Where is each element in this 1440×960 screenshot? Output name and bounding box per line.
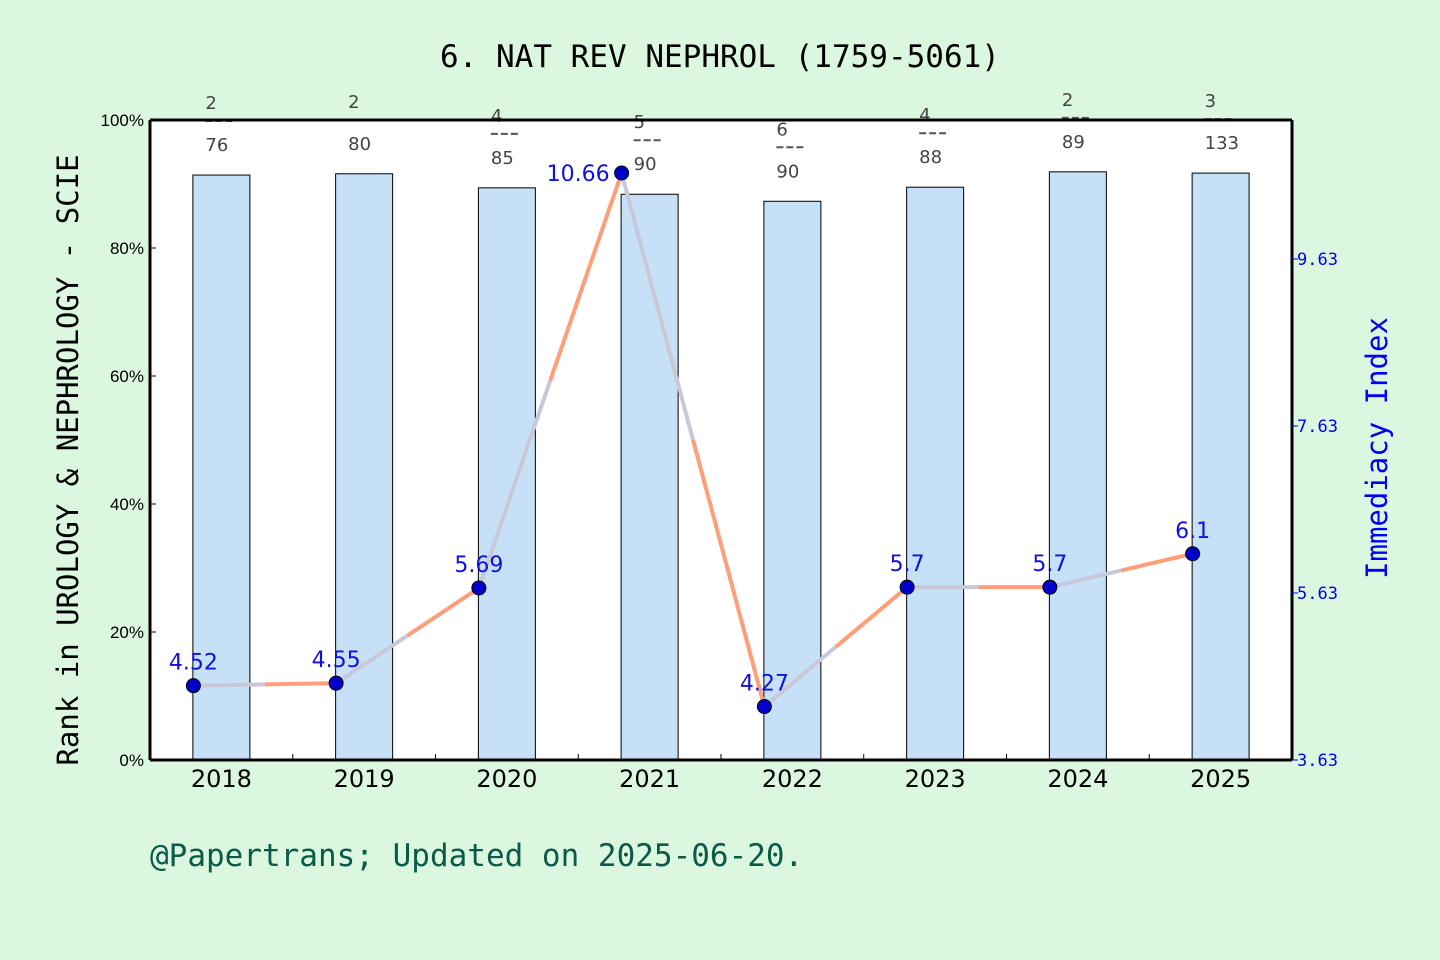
value-label-2018: 4.52 [169,651,218,676]
point-2023 [899,579,915,595]
line-segment [1120,551,1194,573]
x-tick-2020: 2020 [476,765,537,793]
value-label-2025: 6.1 [1175,519,1210,544]
rank-total-2021: 90 [634,154,657,175]
value-label-2019: 4.55 [312,648,361,673]
rank-label-2022: 6 [776,119,787,140]
bar-2020 [477,187,536,761]
rank-total-2022: 90 [776,161,799,182]
value-label-2022: 4.27 [740,672,789,697]
y2-tick-label: 9.63 [1297,250,1338,270]
line-segment [763,645,838,709]
line-segment [476,379,553,589]
point-2022 [756,699,772,715]
chart-title: 6. NAT REV NEPHROL (1759-5061) [440,39,1000,75]
y-tick-label: 0% [119,751,144,770]
bar-2021 [620,193,679,761]
point-2024 [1042,579,1058,595]
y2-tick-label: 7.63 [1297,417,1338,437]
y-tick-label: 100% [101,111,144,130]
line-segment [406,586,480,638]
x-tick-2025: 2025 [1190,765,1251,793]
value-label-2023: 5.7 [890,552,925,577]
y2-axis-label: Immediacy Index [1360,317,1394,579]
point-2018 [185,678,201,694]
y-tick-label: 20% [110,623,144,642]
x-tick-2021: 2021 [619,765,680,793]
x-tick-2022: 2022 [762,765,823,793]
point-2019 [328,675,344,691]
x-tick-2019: 2019 [334,765,395,793]
rank-label-2025: 3 [1205,91,1216,112]
line-segment [1049,568,1122,590]
y2-tick-label: 3.63 [1297,751,1338,771]
x-tick-2018: 2018 [191,765,252,793]
rank-label-2023: 4 [919,105,930,126]
bar-2023 [906,186,965,761]
value-label-2021: 10.66 [547,162,610,187]
line-segment [834,585,909,649]
point-2020 [471,580,487,596]
x-tick-2023: 2023 [905,765,966,793]
bar-2024 [1048,171,1107,761]
y-tick-label: 80% [110,239,144,258]
rank-total-2025: 133 [1205,133,1239,154]
line-segment [193,682,265,688]
bar-2025 [1191,172,1250,761]
y2-tick-label: 5.63 [1297,584,1338,604]
line-segment [264,681,337,687]
rank-label-2018: 2 [205,93,216,114]
bar-2018 [192,174,251,761]
rank-total-2024: 89 [1062,132,1085,153]
point-2021 [614,165,630,181]
line-segment [335,633,409,685]
footer-text: @Papertrans; Updated on 2025-06-20. [150,838,803,874]
y-tick-label: 60% [110,367,144,386]
x-tick-2024: 2024 [1047,765,1108,793]
rank-total-2020: 85 [491,148,514,169]
line-segment [548,172,624,382]
value-label-2020: 5.69 [454,553,503,578]
value-label-2024: 5.7 [1032,552,1067,577]
line-segment [619,172,695,441]
rank-total-2019: 80 [348,134,371,155]
rank-total-2023: 88 [919,147,942,168]
rank-label-2020: 4 [491,106,502,127]
rank-label-2019: 2 [348,92,359,113]
line-segment [691,439,767,708]
y-tick-label: 40% [110,495,144,514]
y-axis-label: Rank in UROLOGY & NEPHROLOGY - SCIE [51,154,85,765]
rank-label-2021: 5 [634,112,645,133]
rank-label-2024: 2 [1062,90,1073,111]
rank-total-2018: 76 [205,135,228,156]
point-2025 [1185,546,1201,562]
